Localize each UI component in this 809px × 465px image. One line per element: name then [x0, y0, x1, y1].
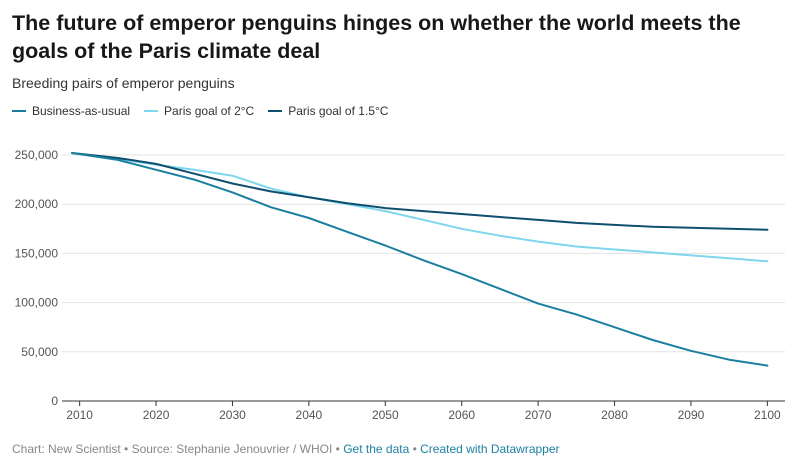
x-tick-label: 2100	[754, 408, 781, 422]
y-tick-label: 50,000	[21, 345, 58, 359]
series-line-paris-2c	[71, 152, 769, 263]
legend-item-paris-2c: Paris goal of 2°C	[144, 104, 254, 118]
x-tick-label: 2060	[448, 408, 475, 422]
x-tick-label: 2040	[296, 408, 323, 422]
legend-item-paris-1-5c: Paris goal of 1.5°C	[268, 104, 388, 118]
x-tick-label: 2010	[66, 408, 93, 422]
footer-separator: •	[409, 442, 421, 456]
x-tick-label: 2090	[678, 408, 705, 422]
y-tick-label: 100,000	[15, 296, 59, 310]
legend-swatch-paris-1-5c	[268, 110, 283, 112]
x-axis-ticks: 2010 2020 2030 2040 2050 2060 2070 2080 2090 2100	[66, 401, 781, 422]
chart-footer: Chart: New Scientist • Source: Stephanie…	[12, 442, 560, 456]
series-line-paris-1-5c	[71, 152, 769, 231]
y-tick-label: 0	[51, 394, 58, 408]
x-tick-label: 2030	[219, 408, 246, 422]
series-line-business-as-usual	[71, 152, 769, 367]
legend-label-paris-1-5c: Paris goal of 1.5°C	[288, 104, 389, 118]
y-tick-label: 250,000	[15, 148, 59, 162]
legend-swatch-business-as-usual	[12, 110, 26, 112]
legend-label-business-as-usual: Business-as-usual	[32, 104, 131, 118]
series-lines	[71, 152, 769, 367]
y-axis-ticks: 0 50,000 100,000 150,000 200,000 250,000	[15, 148, 59, 408]
datawrapper-link[interactable]: Created with Datawrapper	[420, 442, 560, 456]
legend-label-paris-2c: Paris goal of 2°C	[164, 104, 255, 118]
legend-item-business-as-usual: Business-as-usual	[12, 104, 130, 118]
x-tick-label: 2020	[143, 408, 170, 422]
x-tick-label: 2050	[372, 408, 399, 422]
gridlines	[62, 154, 785, 402]
chart-plot: 0 50,000 100,000 150,000 200,000 250,000 2010…	[15, 148, 785, 422]
get-data-link[interactable]: Get the data	[343, 442, 410, 456]
y-tick-label: 150,000	[15, 246, 59, 260]
legend-swatch-paris-2c	[144, 110, 159, 112]
y-tick-label: 200,000	[15, 197, 59, 211]
chart-subtitle: Breeding pairs of emperor penguins	[12, 75, 235, 91]
x-tick-label: 2080	[601, 408, 628, 422]
footer-source: Chart: New Scientist • Source: Stephanie…	[12, 442, 344, 456]
x-tick-label: 2070	[525, 408, 552, 422]
legend: Business-as-usual Paris goal of 2°C Pari…	[12, 104, 388, 118]
chart-title: The future of emperor penguins hinges on…	[12, 11, 741, 63]
